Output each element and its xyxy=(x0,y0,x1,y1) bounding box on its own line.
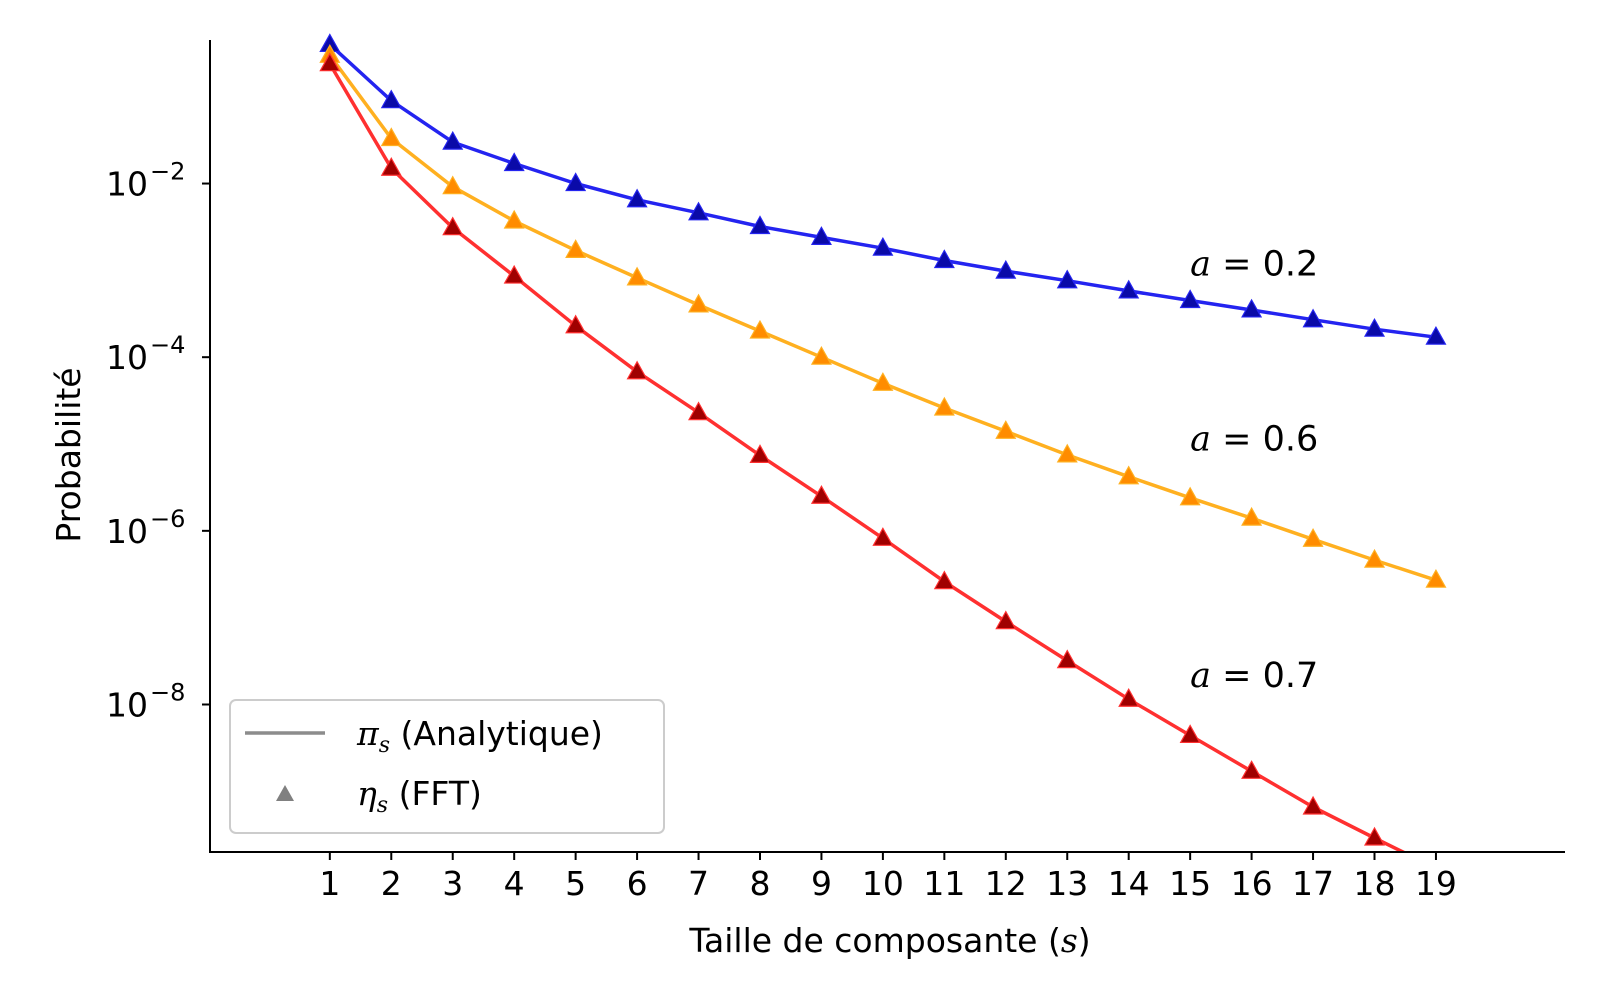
legend: πs (Analytique) ηs (FFT) xyxy=(229,699,665,834)
data-point xyxy=(380,127,402,147)
x-tick-label: 6 xyxy=(627,864,648,903)
data-point xyxy=(872,236,894,256)
y-axis-label: Probabilité xyxy=(49,367,88,542)
series-layer xyxy=(319,33,1447,852)
y-tick-label: 10−6 xyxy=(106,505,185,551)
data-point xyxy=(1179,724,1201,744)
y-tick-label: 10−2 xyxy=(106,158,185,204)
x-tick-label: 17 xyxy=(1292,864,1334,903)
data-point xyxy=(1241,760,1263,779)
x-tick-label: 10 xyxy=(862,864,904,903)
data-point xyxy=(688,201,710,221)
data-point xyxy=(503,264,525,284)
data-point xyxy=(380,157,402,176)
data-point xyxy=(565,172,587,192)
x-tick-label: 2 xyxy=(381,864,402,903)
series-a07 xyxy=(319,52,1407,852)
data-point xyxy=(749,215,771,235)
legend-entry-fft: ηs (FFT) xyxy=(357,774,482,818)
data-point xyxy=(933,249,955,269)
data-point xyxy=(1179,289,1201,309)
data-point xyxy=(1302,528,1324,547)
data-point xyxy=(1118,279,1140,299)
data-point xyxy=(1241,298,1263,318)
annotation-a02: a = 0.2 xyxy=(1190,244,1318,284)
y-tick-label: 10−8 xyxy=(106,678,185,724)
x-tick-label: 1 xyxy=(319,864,340,903)
x-tick-label: 8 xyxy=(749,864,770,903)
data-point xyxy=(995,610,1017,630)
x-tick-label: 9 xyxy=(811,864,832,903)
data-point xyxy=(626,188,648,208)
data-point xyxy=(810,485,832,504)
data-point xyxy=(1056,269,1078,289)
data-point xyxy=(749,444,771,463)
data-point xyxy=(1056,443,1078,463)
y-ticks: 10−2 10−4 10−6 10−8 xyxy=(106,158,210,724)
data-point xyxy=(1179,486,1201,506)
data-point xyxy=(442,130,464,150)
data-point xyxy=(442,216,464,236)
data-point xyxy=(319,52,341,72)
data-point xyxy=(1118,465,1140,485)
data-point xyxy=(1302,308,1324,328)
x-tick-label: 19 xyxy=(1415,864,1457,903)
data-point xyxy=(565,239,587,258)
data-point xyxy=(1425,568,1447,588)
data-point xyxy=(1425,325,1447,345)
annotation-a07: a = 0.7 xyxy=(1190,656,1318,696)
series-line-a06 xyxy=(328,54,1437,582)
data-point xyxy=(1363,826,1386,846)
x-tick-label: 13 xyxy=(1046,864,1088,903)
data-point xyxy=(380,89,402,109)
data-point xyxy=(1363,548,1386,568)
series-a06 xyxy=(319,44,1447,588)
y-tick-label: 10−4 xyxy=(106,331,185,377)
data-point xyxy=(503,152,525,172)
data-point xyxy=(565,314,587,334)
data-point xyxy=(995,420,1017,439)
series-a02 xyxy=(319,33,1447,345)
legend-entry-analytique: πs (Analytique) xyxy=(356,714,603,758)
data-point xyxy=(1241,506,1263,526)
x-tick-label: 14 xyxy=(1108,864,1150,903)
series-line-a02 xyxy=(328,43,1437,339)
data-point xyxy=(442,175,464,195)
data-point xyxy=(810,226,832,245)
data-point xyxy=(810,345,832,365)
x-tick-label: 5 xyxy=(565,864,586,903)
x-tick-label: 11 xyxy=(923,864,965,903)
data-point xyxy=(688,293,710,313)
data-point xyxy=(626,360,648,380)
data-point xyxy=(688,401,710,421)
x-ticks: 1 2 3 4 5 6 7 8 9 10 11 12 13 14 15 16 17 18 19 xyxy=(319,852,1457,903)
x-tick-label: 18 xyxy=(1354,864,1396,903)
x-tick-label: 3 xyxy=(442,864,463,903)
data-point xyxy=(1056,649,1078,669)
legend-marker-swatch xyxy=(276,785,294,801)
data-point xyxy=(1118,687,1140,707)
x-tick-label: 4 xyxy=(504,864,525,903)
x-tick-label: 15 xyxy=(1169,864,1211,903)
legend-frame xyxy=(229,699,665,834)
x-axis-label: Taille de composante (s) xyxy=(688,921,1090,960)
data-point xyxy=(872,527,894,546)
data-point xyxy=(1302,795,1324,815)
x-tick-label: 12 xyxy=(985,864,1027,903)
annotations: a = 0.2 a = 0.6 a = 0.7 xyxy=(1190,244,1318,695)
x-tick-label: 7 xyxy=(688,864,709,903)
x-tick-label: 16 xyxy=(1231,864,1273,903)
data-point xyxy=(995,259,1017,279)
annotation-a06: a = 0.6 xyxy=(1190,420,1318,460)
data-point xyxy=(749,319,771,339)
data-point xyxy=(872,372,894,391)
data-point xyxy=(933,396,955,416)
data-point xyxy=(503,209,525,229)
data-point xyxy=(1363,317,1386,337)
data-point xyxy=(933,570,955,590)
data-point xyxy=(626,266,648,286)
